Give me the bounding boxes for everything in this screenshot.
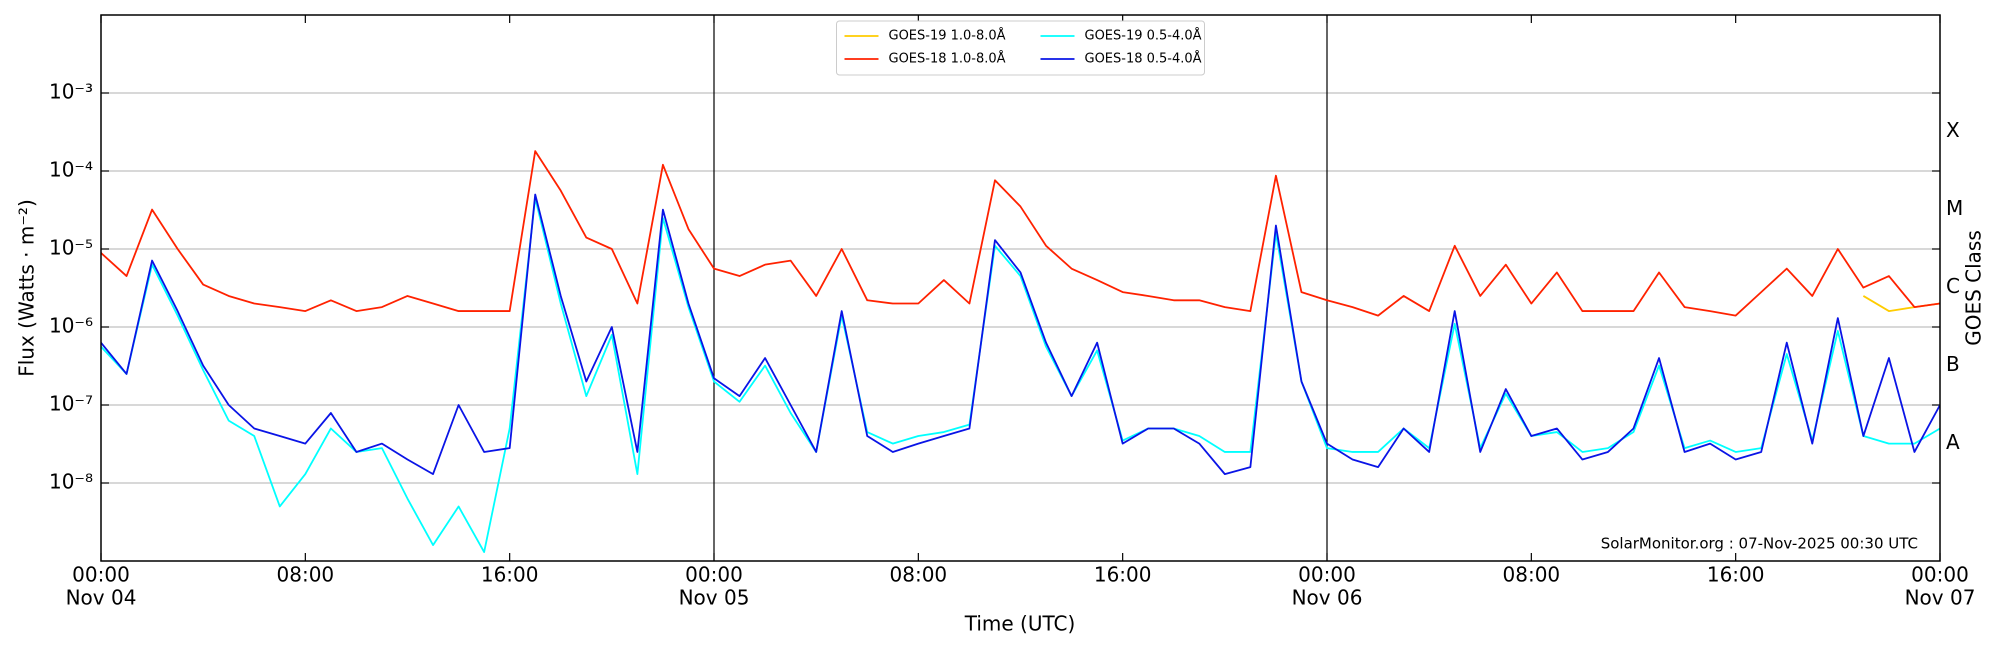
y-axis-label: Flux (Watts · m⁻²) — [15, 199, 39, 377]
y-tick-label: 10⁻⁷ — [49, 392, 93, 416]
legend-box — [836, 20, 1205, 76]
y2-tick-label: B — [1946, 352, 1960, 376]
y-tick-label: 10⁻⁵ — [49, 236, 93, 260]
plot-frame — [100, 14, 1941, 562]
x-tick-label: 08:00 — [1503, 563, 1561, 587]
x-tick-sublabel: Nov 06 — [1292, 586, 1363, 610]
series-line — [101, 193, 1940, 476]
y2-axis-label: GOES Class — [1962, 230, 1986, 346]
x-tick-label: 00:00 — [72, 563, 130, 587]
x-tick-label: 16:00 — [1707, 563, 1765, 587]
x-tick-sublabel: Nov 04 — [66, 586, 137, 610]
y2-tick-label: M — [1946, 196, 1963, 220]
x-tick-sublabel: Nov 05 — [679, 586, 750, 610]
y2-tick-label: X — [1946, 118, 1960, 142]
y2-tick-label: A — [1946, 430, 1960, 454]
legend-label: GOES-19 1.0-8.0Å — [889, 28, 1006, 44]
plot-area — [101, 150, 1940, 554]
y-tick-label: 10⁻⁶ — [49, 314, 93, 338]
x-tick-label: 00:00 — [1298, 563, 1356, 587]
x-axis-label: Time (UTC) — [964, 612, 1076, 636]
y-tick-label: 10⁻³ — [49, 80, 93, 104]
annotation: SolarMonitor.org : 07-Nov-2025 00:30 UTC — [1601, 535, 1918, 553]
x-tick-label: 00:00 — [685, 563, 743, 587]
x-tick-label: 08:00 — [277, 563, 335, 587]
x-tick-label: 08:00 — [890, 563, 948, 587]
x-tick-label: 00:00 — [1911, 563, 1969, 587]
series-line — [101, 150, 1940, 317]
x-tick-label: 16:00 — [1094, 563, 1152, 587]
y-tick-label: 10⁻⁸ — [49, 470, 93, 494]
y2-tick-label: C — [1946, 274, 1960, 298]
y-tick-label: 10⁻⁴ — [49, 158, 93, 182]
series-line — [101, 197, 1940, 554]
x-tick-sublabel: Nov 07 — [1905, 586, 1976, 610]
legend-label: GOES-18 0.5-4.0Å — [1085, 51, 1202, 67]
legend-label: GOES-19 0.5-4.0Å — [1085, 28, 1202, 44]
legend-label: GOES-18 1.0-8.0Å — [889, 51, 1006, 67]
x-tick-label: 16:00 — [481, 563, 539, 587]
